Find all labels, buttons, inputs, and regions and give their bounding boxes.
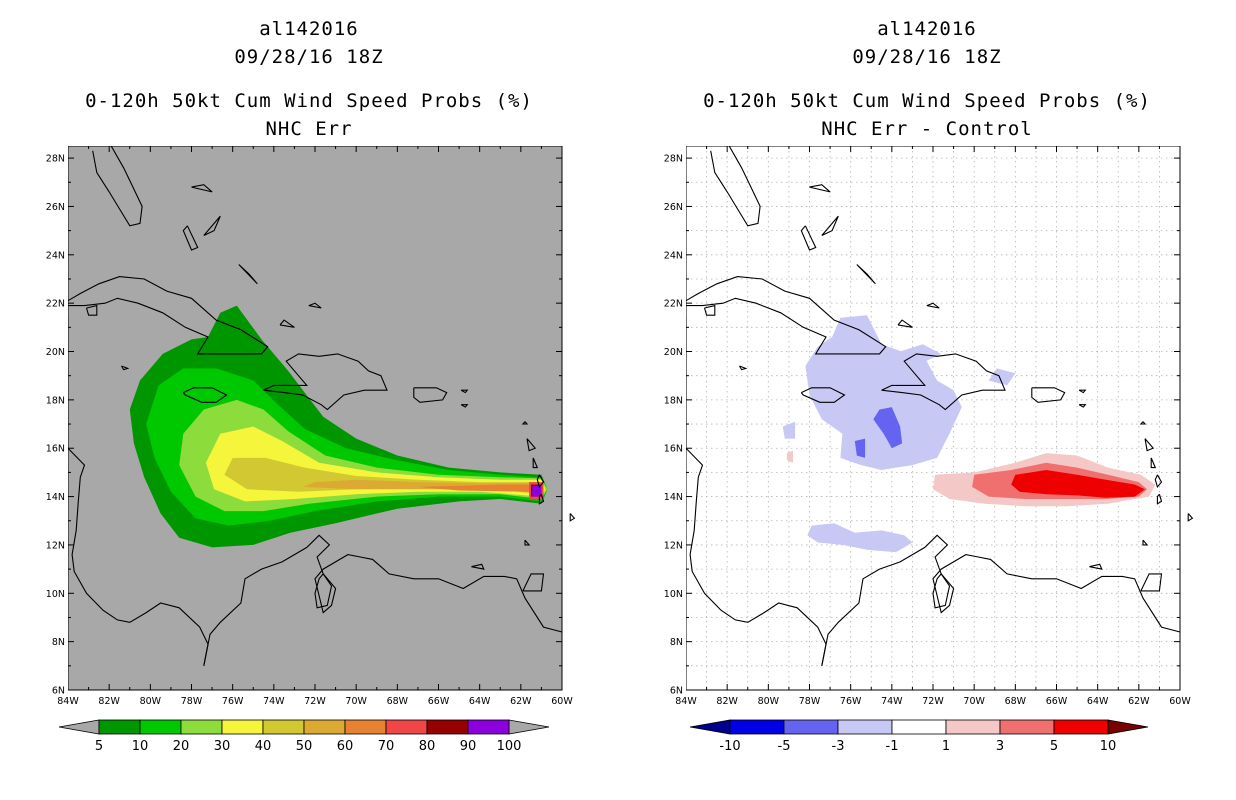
colorbar-segment <box>221 719 264 735</box>
lat-tick-label: 20N <box>46 347 65 358</box>
colorbar-label: 30 <box>214 739 231 754</box>
contour-band-50 <box>302 479 542 493</box>
colorbar-segment <box>999 719 1055 735</box>
contour-region <box>873 407 903 449</box>
difference-map <box>686 146 1194 691</box>
contour-region <box>988 368 1016 386</box>
subtitle: NHC Err <box>265 118 353 140</box>
contour-region <box>854 438 866 458</box>
lat-tick-label: 14N <box>46 492 65 503</box>
contour-region <box>1011 470 1145 498</box>
colorbar-label: -5 <box>778 739 791 754</box>
probability-contours <box>129 305 548 548</box>
lat-tick-label: 10N <box>664 589 683 600</box>
colorbar-over-triangle <box>508 719 550 735</box>
storm-id-title: al142016 <box>877 18 977 40</box>
contour-band-60 <box>417 484 542 492</box>
colorbar-segment <box>837 719 893 735</box>
colorbar-label: 5 <box>1050 739 1058 754</box>
left-panel: al142016 09/28/16 18Z 0-120h 50kt Cum Wi… <box>46 18 576 754</box>
colorbar-segment <box>303 719 346 735</box>
colorbar-segment <box>891 719 947 735</box>
colorbar-label: 70 <box>378 739 395 754</box>
colorbar: 5 10 20 30 40 50 60 70 80 90 100 <box>58 719 550 754</box>
lat-tick-label: 8N <box>52 637 65 648</box>
colorbar-segment <box>945 719 1001 735</box>
contour-band-90 <box>532 485 542 497</box>
lat-tick-label: 20N <box>664 347 683 358</box>
lat-tick-label: 16N <box>664 444 683 455</box>
lat-tick-label: 22N <box>46 299 65 310</box>
colorbar-over-triangle <box>1107 719 1149 735</box>
colorbar-label: 1 <box>942 739 950 754</box>
colorbar-label: 10 <box>132 739 149 754</box>
subtitle: NHC Err - Control <box>821 118 1033 140</box>
colorbar-segment <box>467 719 510 735</box>
lat-tick-label: 10N <box>46 589 65 600</box>
lat-tick-label: 24N <box>664 250 683 261</box>
colorbar-segment <box>344 719 387 735</box>
colorbar-segment <box>139 719 182 735</box>
lat-tick-label: 8N <box>670 637 683 648</box>
colorbar-label: 80 <box>419 739 436 754</box>
colorbar-segment <box>783 719 839 735</box>
storm-id-title: al142016 <box>259 18 359 40</box>
colorbar-label: -3 <box>832 739 845 754</box>
coastlines <box>68 146 576 666</box>
lat-tick-label: 6N <box>670 686 683 697</box>
colorbar-segment <box>98 719 141 735</box>
colorbar-under-triangle <box>58 719 100 735</box>
lat-tick-label: 26N <box>664 202 683 213</box>
lat-tick-label: 14N <box>664 492 683 503</box>
contour-region <box>786 450 793 463</box>
lat-tick-label: 16N <box>46 444 65 455</box>
colorbar-label: 5 <box>95 739 103 754</box>
lat-tick-label: 18N <box>46 395 65 406</box>
lat-tick-label: 24N <box>46 250 65 261</box>
probability-map <box>68 146 576 691</box>
colorbar-segment <box>729 719 785 735</box>
lat-tick-label: 28N <box>664 154 683 165</box>
datetime-title: 09/28/16 18Z <box>234 46 384 68</box>
colorbar-label: 10 <box>1100 739 1117 754</box>
contour-region <box>782 421 796 439</box>
lat-tick-label: 12N <box>46 540 65 551</box>
colorbar-label: 3 <box>996 739 1004 754</box>
lat-tick-label: 26N <box>46 202 65 213</box>
right-panel: al142016 09/28/16 18Z 0-120h 50kt Cum Wi… <box>618 0 1236 800</box>
lat-tick-label: 22N <box>664 299 683 310</box>
colorbar-segment <box>262 719 305 735</box>
colorbar-label: 100 <box>497 739 522 754</box>
colorbar-segment <box>180 719 223 735</box>
colorbar-label: -1 <box>886 739 899 754</box>
colorbar-label: -10 <box>719 739 740 754</box>
product-title: 0-120h 50kt Cum Wind Speed Probs (%) <box>703 90 1151 112</box>
colorbar-segment <box>385 719 428 735</box>
lat-tick-label: 18N <box>664 395 683 406</box>
colorbar-label: 50 <box>296 739 313 754</box>
colorbar-under-triangle <box>689 719 731 735</box>
colorbar-segment <box>426 719 469 735</box>
colorbar-label: 40 <box>255 739 272 754</box>
colorbar-label: 90 <box>460 739 477 754</box>
colorbar: -10 -5 -3 -1 1 3 5 10 <box>689 719 1149 754</box>
product-title: 0-120h 50kt Cum Wind Speed Probs (%) <box>85 90 533 112</box>
lat-tick-label: 28N <box>46 154 65 165</box>
lat-tick-label: 6N <box>52 686 65 697</box>
colorbar-label: 60 <box>337 739 354 754</box>
lat-tick-label: 12N <box>664 540 683 551</box>
colorbar-segment <box>1053 719 1109 735</box>
coastlines <box>686 146 1194 666</box>
colorbar-label: 20 <box>173 739 190 754</box>
contour-region <box>807 523 913 553</box>
datetime-title: 09/28/16 18Z <box>852 46 1002 68</box>
